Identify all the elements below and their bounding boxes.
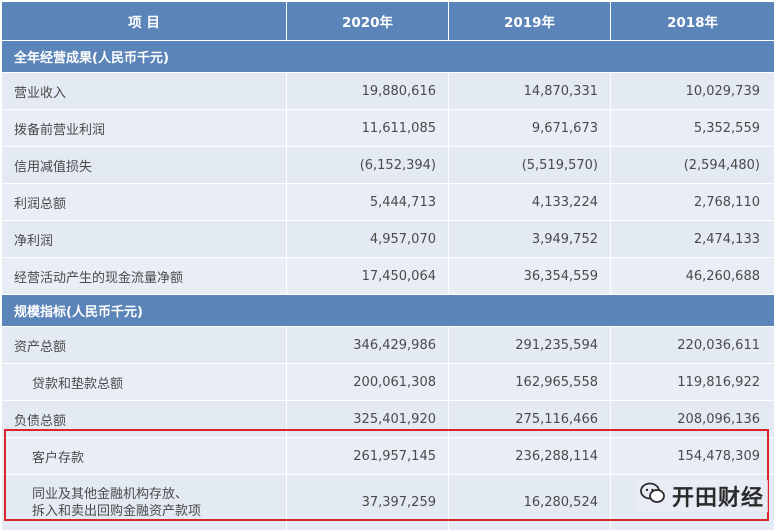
value-2020: 325,401,920 [287, 401, 449, 437]
value-2018: 10,029,739 [685, 83, 760, 99]
row-label-line2: 拆入和卖出回购金融资产款项 [32, 503, 202, 519]
table-row: 负债总额 325,401,920 275,116,466 208,096,136 [2, 401, 774, 438]
value-2020: 17,450,064 [287, 258, 449, 294]
value-2019: 3,949,752 [449, 221, 611, 257]
value-2019: 275,116,466 [449, 401, 611, 437]
row-label: 贷款和垫款总额 [2, 364, 287, 400]
row-label: 同业及其他金融机构存放、 拆入和卖出回购金融资产款项 [2, 475, 287, 530]
header-2019: 2019年 [449, 2, 611, 40]
table-row: 信用减值损失 (6,152,394) (5,519,570) (2,594,48… [2, 147, 774, 184]
table-row: 净利润 4,957,070 3,949,752 2,474,133 [2, 221, 774, 258]
row-label: 经营活动产生的现金流量净额 [2, 258, 287, 294]
value-2018: 220,036,611 [677, 337, 760, 353]
value-2018: 5,352,559 [693, 120, 760, 136]
value-2020: 200,061,308 [287, 364, 449, 400]
value-2020: 346,429,986 [287, 327, 449, 363]
value-2018: 2,768,110 [693, 194, 760, 210]
table-row: 经营活动产生的现金流量净额 17,450,064 36,354,559 46,2… [2, 258, 774, 295]
value-2020: (6,152,394) [287, 147, 449, 183]
row-label: 资产总额 [2, 327, 287, 363]
table-row: 资产总额 346,429,986 291,235,594 220,036,611 [2, 327, 774, 364]
section-header-results: 全年经营成果(人民币千元) [2, 41, 774, 73]
value-2018: 154,478,309 [677, 448, 760, 464]
row-label: 拨备前营业利润 [2, 110, 287, 146]
value-2019: 162,965,558 [449, 364, 611, 400]
value-2018: 2,474,133 [693, 231, 760, 247]
value-2019: 4,133,224 [449, 184, 611, 220]
value-2018: (2,594,480) [683, 157, 760, 173]
value-2020: 37,397,259 [287, 475, 449, 530]
row-label-line1: 同业及其他金融机构存放、 [32, 486, 189, 502]
value-2018: 46,260,688 [685, 268, 760, 284]
watermark: 开田财经 [636, 480, 769, 512]
table-row: 客户存款 261,957,145 236,288,114 154,478,309 [2, 438, 774, 475]
header-2020: 2020年 [287, 2, 449, 40]
table-row: 贷款和垫款总额 200,061,308 162,965,558 119,816,… [2, 364, 774, 401]
watermark-text: 开田财经 [672, 486, 765, 511]
value-2019: 291,235,594 [449, 327, 611, 363]
value-2019: (5,519,570) [449, 147, 611, 183]
value-2020: 11,611,085 [287, 110, 449, 146]
section-title: 规模指标(人民币千元) [14, 305, 143, 320]
row-label: 客户存款 [2, 438, 287, 474]
value-2019: 9,671,673 [449, 110, 611, 146]
value-2019: 16,280,524 [449, 475, 611, 530]
value-2020: 261,957,145 [287, 438, 449, 474]
value-2018: 119,816,922 [677, 374, 760, 390]
row-label: 利润总额 [2, 184, 287, 220]
value-2019: 36,354,559 [449, 258, 611, 294]
table-row: 营业收入 19,880,616 14,870,331 10,029,739 [2, 73, 774, 110]
section-header-scale: 规模指标(人民币千元) [2, 295, 774, 327]
section-title: 全年经营成果(人民币千元) [14, 51, 169, 66]
table-row: 利润总额 5,444,713 4,133,224 2,768,110 [2, 184, 774, 221]
value-2019: 236,288,114 [449, 438, 611, 474]
value-2018: 208,096,136 [677, 411, 760, 427]
table-row: 拨备前营业利润 11,611,085 9,671,673 5,352,559 [2, 110, 774, 147]
row-label: 信用减值损失 [2, 147, 287, 183]
table-header: 项 目 2020年 2019年 2018年 [2, 2, 774, 41]
header-item: 项 目 [2, 2, 287, 40]
row-label: 营业收入 [2, 73, 287, 109]
row-label: 负债总额 [2, 401, 287, 437]
value-2020: 5,444,713 [287, 184, 449, 220]
value-2020: 19,880,616 [287, 73, 449, 109]
value-2020: 4,957,070 [287, 221, 449, 257]
header-2018: 2018年 [666, 15, 719, 31]
wechat-icon [640, 482, 666, 510]
row-label: 净利润 [2, 221, 287, 257]
value-2019: 14,870,331 [449, 73, 611, 109]
